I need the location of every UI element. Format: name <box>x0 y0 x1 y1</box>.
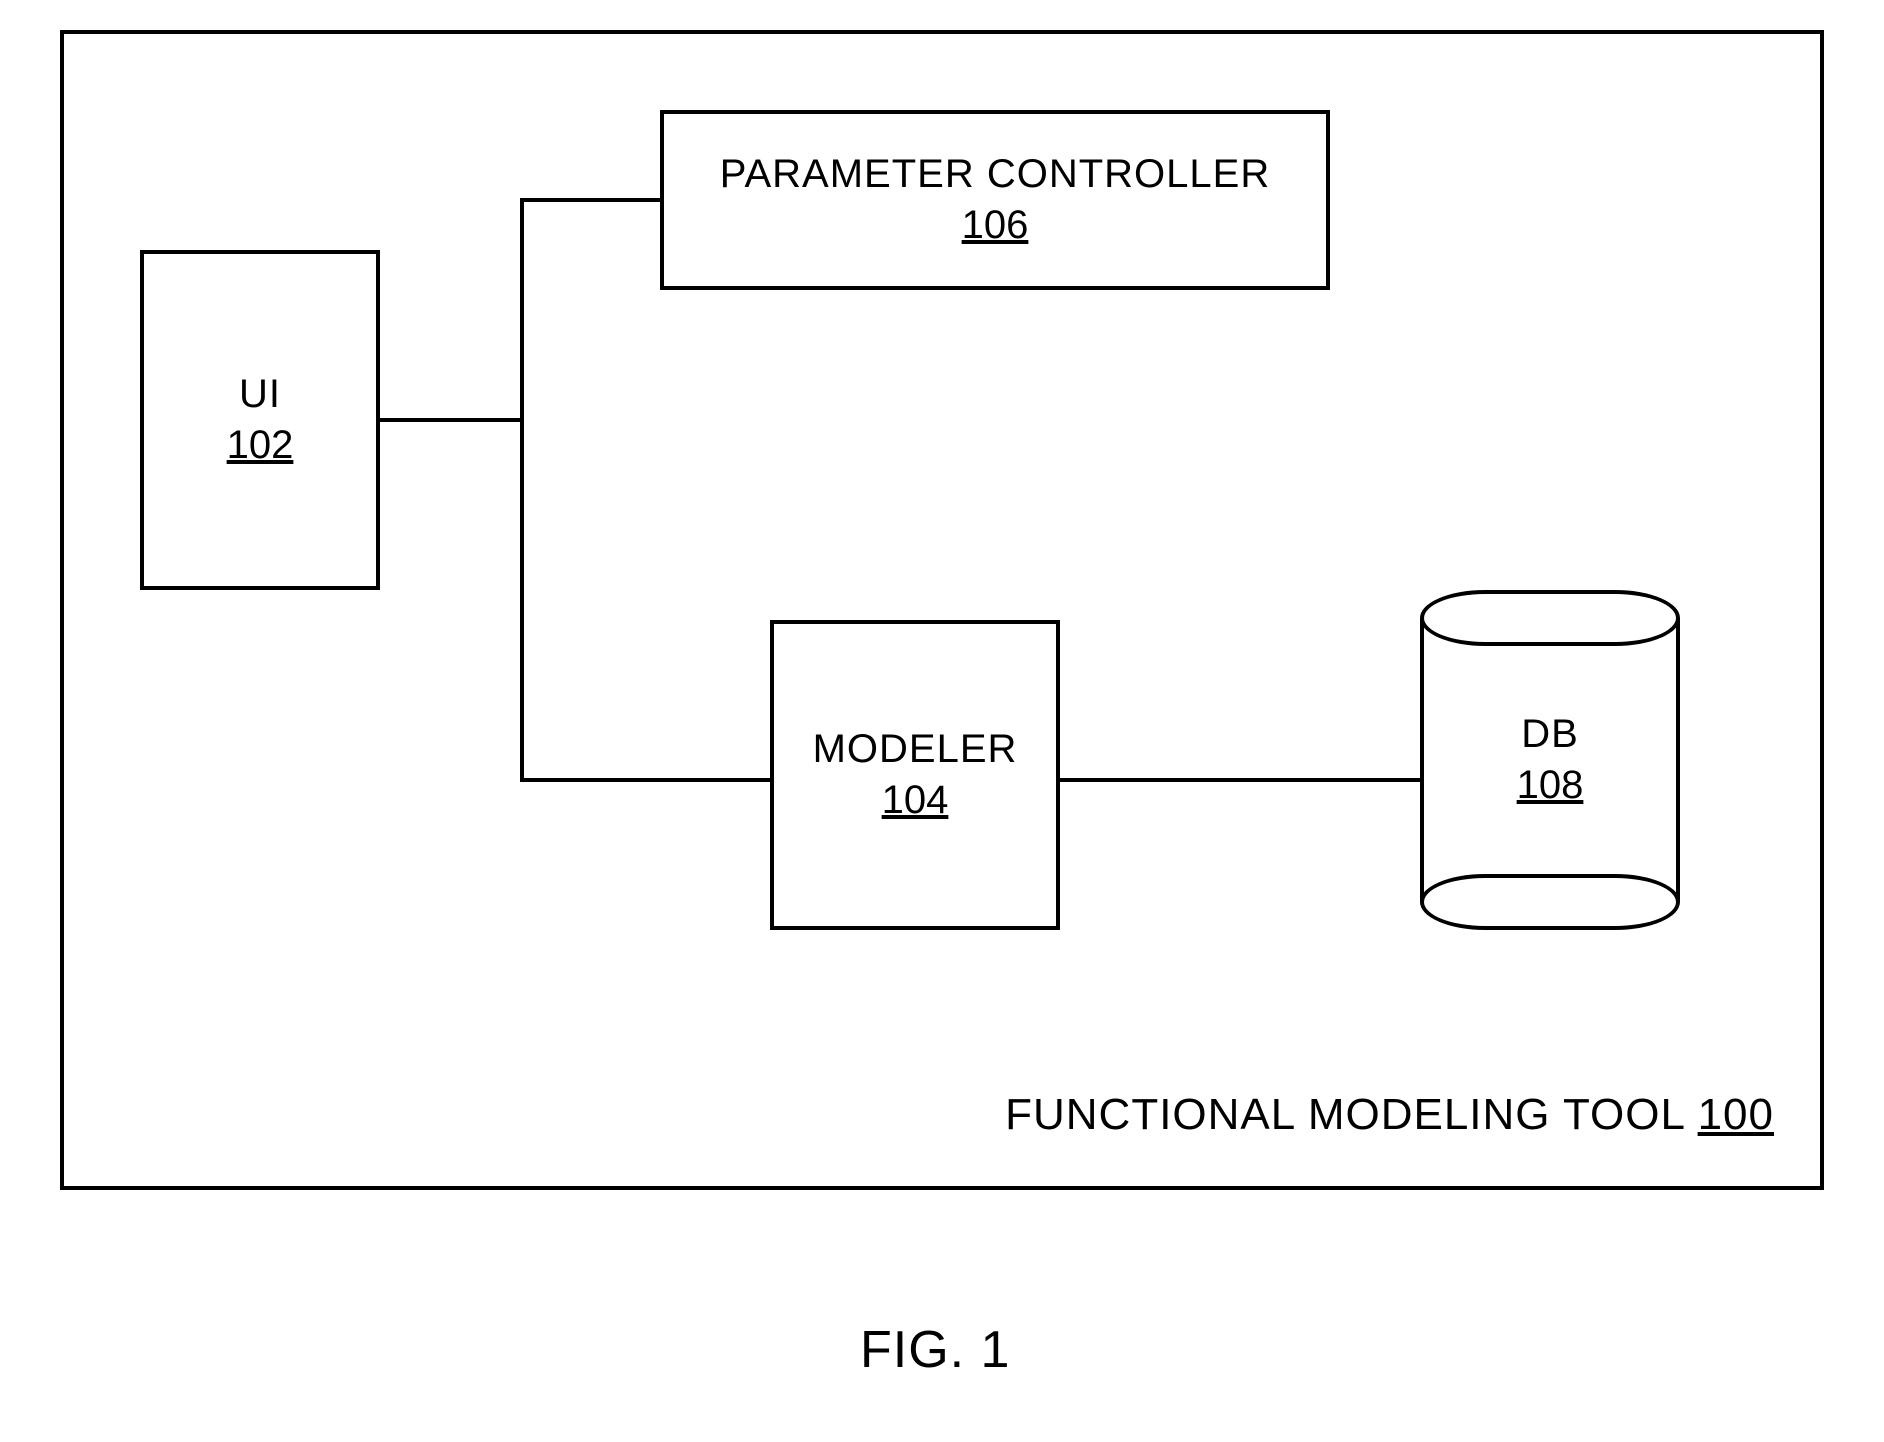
node-db-label: DB <box>1521 712 1579 757</box>
node-param-ref: 106 <box>962 203 1029 248</box>
node-ui-ref: 102 <box>227 423 294 468</box>
outer-box-ref: 100 <box>1698 1090 1774 1139</box>
edge-ui-junction <box>380 418 524 422</box>
node-ui: UI 102 <box>140 250 380 590</box>
node-ui-label: UI <box>239 372 281 417</box>
node-param-label: PARAMETER CONTROLLER <box>720 152 1270 197</box>
edge-junction-param <box>520 198 664 202</box>
edge-junction-modeler <box>520 778 774 782</box>
node-param-controller: PARAMETER CONTROLLER 106 <box>660 110 1330 290</box>
edge-junction-vertical <box>520 198 524 782</box>
node-db: DB 108 <box>1420 590 1680 930</box>
diagram-canvas: UI 102 PARAMETER CONTROLLER 106 MODELER … <box>0 0 1884 1442</box>
node-modeler-label: MODELER <box>813 727 1018 772</box>
node-db-ref: 108 <box>1517 763 1584 808</box>
edge-modeler-db <box>1060 778 1424 782</box>
node-modeler-ref: 104 <box>882 778 949 823</box>
outer-box-label: FUNCTIONAL MODELING TOOL 100 <box>1005 1090 1774 1140</box>
outer-box-title: FUNCTIONAL MODELING TOOL <box>1005 1090 1684 1139</box>
node-modeler: MODELER 104 <box>770 620 1060 930</box>
figure-caption: FIG. 1 <box>860 1320 1010 1380</box>
